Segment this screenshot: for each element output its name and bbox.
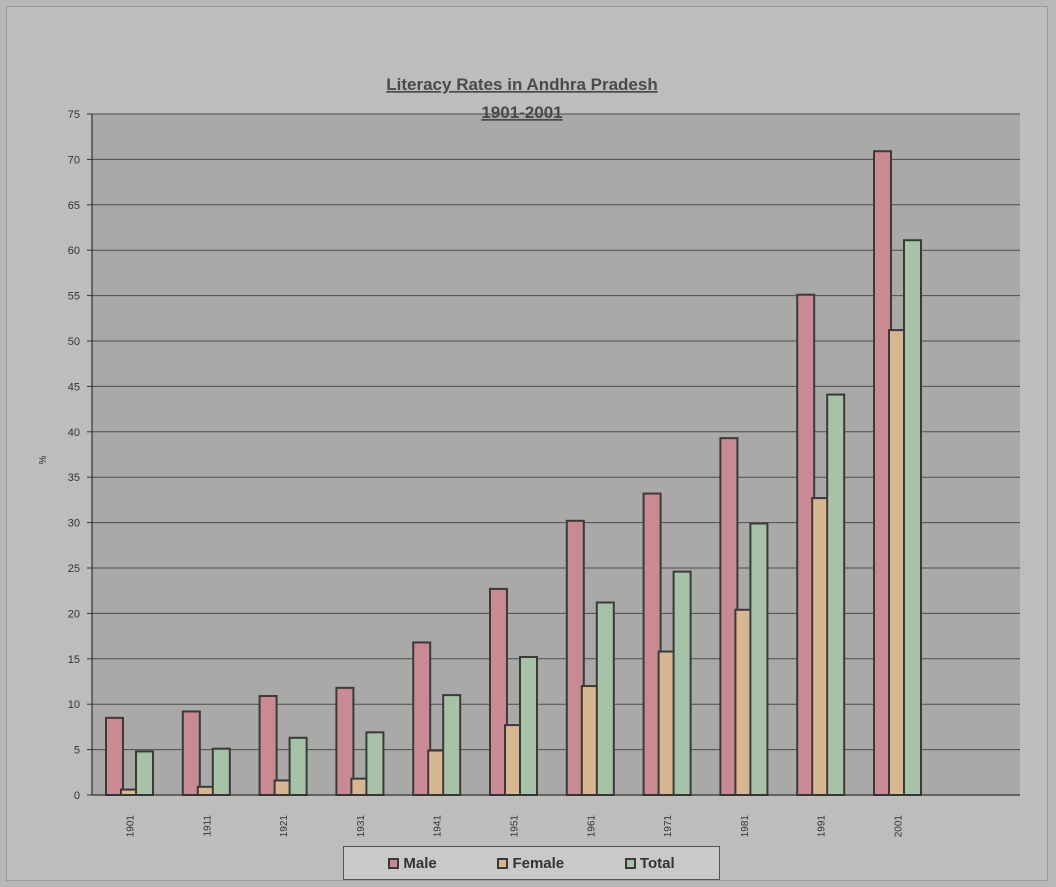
- x-tick-label: 1941: [433, 815, 444, 838]
- bar-total-1961: [595, 601, 615, 797]
- legend-item-male: Male: [388, 854, 437, 872]
- x-tick-label: 1971: [663, 815, 674, 838]
- chart-title: Literacy Rates in Andhra Pradesh: [386, 75, 657, 94]
- y-tick-label: 75: [68, 109, 80, 121]
- y-axis-label: %: [38, 455, 49, 464]
- x-tick-label: 1951: [510, 815, 521, 838]
- legend-label-female: Female: [512, 854, 565, 872]
- axes: [91, 114, 1020, 796]
- legend-item-female: Female: [497, 855, 564, 872]
- y-tick-label: 25: [68, 563, 80, 575]
- y-tick-label: 40: [68, 427, 80, 439]
- x-tick-label: 1961: [586, 815, 597, 838]
- y-tick-label: 5: [74, 745, 80, 757]
- y-tick-label: 35: [68, 472, 80, 484]
- bar-total-1901: [135, 750, 154, 797]
- bar-male-1901: [105, 716, 124, 797]
- y-tick-label: 50: [68, 336, 80, 348]
- x-tick-label: 1931: [356, 815, 367, 838]
- y-tick-label: 15: [68, 654, 80, 666]
- legend-label-total: Total: [639, 854, 675, 872]
- x-tick-labels: 1901 1911 1921 1931 1941 1951 1961 1971 1981 1991…: [126, 815, 905, 838]
- bars: [105, 150, 922, 797]
- y-tick-label: 10: [68, 699, 80, 711]
- y-tick-label: 70: [68, 154, 80, 166]
- y-tick-label: 60: [68, 245, 80, 257]
- legend-item-total: Total: [624, 854, 675, 872]
- bar-total-1991: [826, 393, 846, 796]
- bar-total-1971: [672, 570, 692, 797]
- x-tick-label: 1991: [817, 815, 828, 838]
- y-tick-label: 0: [74, 790, 80, 802]
- bar-total-1911: [211, 747, 231, 797]
- bar-male-1911: [181, 710, 201, 796]
- y-tick-label: 30: [68, 518, 80, 530]
- x-tick-label: 1921: [279, 815, 290, 838]
- bar-total-1921: [288, 736, 308, 797]
- x-tick-label: 1981: [740, 815, 751, 838]
- x-tick-label: 2001: [894, 815, 905, 838]
- bar-total-1951: [519, 655, 538, 797]
- bar-total-1941: [442, 694, 462, 796]
- y-tick-label: 55: [68, 291, 80, 303]
- bar-total-2001: [903, 239, 922, 797]
- gridlines: [92, 113, 1020, 751]
- bar-total-1931: [365, 731, 385, 797]
- legend-swatch-total: [624, 857, 636, 869]
- y-tick-labels: 0 5 10 15 20 25 30 35 40 45 50 55 60 65 70 75: [68, 109, 92, 802]
- legend: Male Female Total: [343, 846, 720, 880]
- y-tick-label: 65: [68, 200, 80, 212]
- plot-area: [92, 114, 1020, 795]
- y-tick-label: 45: [68, 381, 80, 393]
- x-tick-label: 1911: [202, 815, 213, 837]
- chart-subtitle: 1901-2001: [481, 103, 562, 122]
- legend-swatch-male: [388, 857, 400, 869]
- bar-total-1981: [749, 522, 769, 796]
- x-tick-label: 1901: [126, 815, 137, 838]
- y-tick-label: 20: [68, 608, 80, 620]
- legend-label-male: Male: [403, 854, 437, 872]
- legend-swatch-female: [497, 857, 509, 869]
